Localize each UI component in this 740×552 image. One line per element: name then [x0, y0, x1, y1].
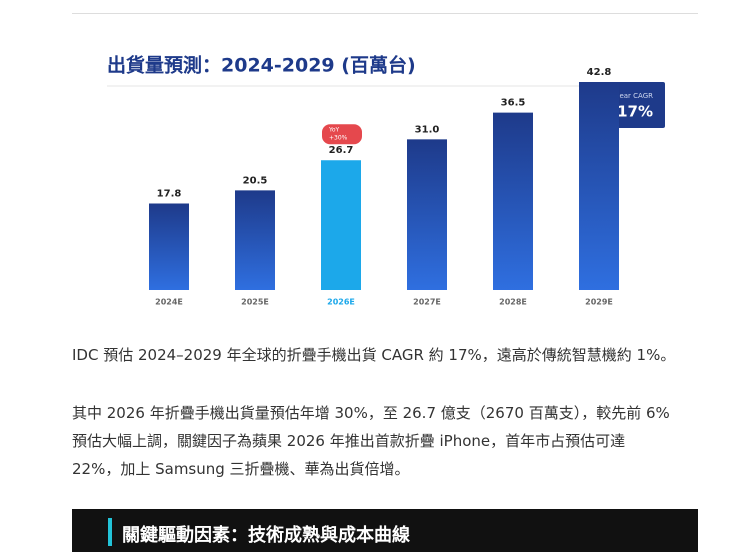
paragraph-line: 其中 2026 年折疊手機出貨量預估年增 30%，至 26.7 億支（2670 …: [72, 404, 670, 422]
cagr-value: 17%: [617, 103, 653, 121]
section-header: 關鍵驅動因素：技術成熟與成本曲線: [72, 509, 698, 552]
value-label: 17.8: [157, 188, 182, 199]
bar: [579, 82, 619, 290]
bar: [235, 190, 275, 290]
paragraph-line: 22%，加上 Samsung 三折疊機、華為出貨倍增。: [72, 460, 410, 478]
chart: 出貨量預測：2024-2029 (百萬台) ear CAGR 17% 17.8 202…: [107, 54, 665, 307]
value-label: 20.5: [243, 175, 268, 186]
value-label: 36.5: [501, 98, 526, 109]
bar: [149, 203, 189, 290]
section-title: 關鍵驅動因素：技術成熟與成本曲線: [122, 525, 410, 546]
paragraph-line: 預估大幅上調，關鍵因子為蘋果 2026 年推出首款折疊 iPhone，首年市占預…: [72, 432, 626, 450]
divider: [72, 13, 698, 14]
value-label: 42.8: [587, 67, 612, 78]
x-tick-label: 2027E: [413, 298, 441, 307]
x-tick-label: 2024E: [155, 298, 183, 307]
chart-title: 出貨量預測：2024-2029 (百萬台): [107, 54, 416, 77]
x-tick-label: 2025E: [241, 298, 269, 307]
x-tick-label: 2028E: [499, 298, 527, 307]
value-label: 26.7: [329, 145, 354, 156]
yoy-label: +30%: [329, 135, 348, 142]
paragraph: IDC 預估 2024–2029 年全球的折疊手機出貨 CAGR 約 17%，遠…: [72, 346, 676, 364]
x-tick-label: 2026E: [327, 298, 355, 307]
accent: [108, 518, 112, 546]
bar: [321, 160, 361, 290]
yoy-badge: [322, 124, 362, 145]
cagr-label: ear CAGR: [619, 92, 653, 100]
bar: [493, 112, 533, 290]
bar: [407, 139, 447, 290]
x-tick-label: 2029E: [585, 298, 613, 307]
yoy-label: YoY: [328, 127, 340, 134]
value-label: 31.0: [415, 124, 440, 135]
